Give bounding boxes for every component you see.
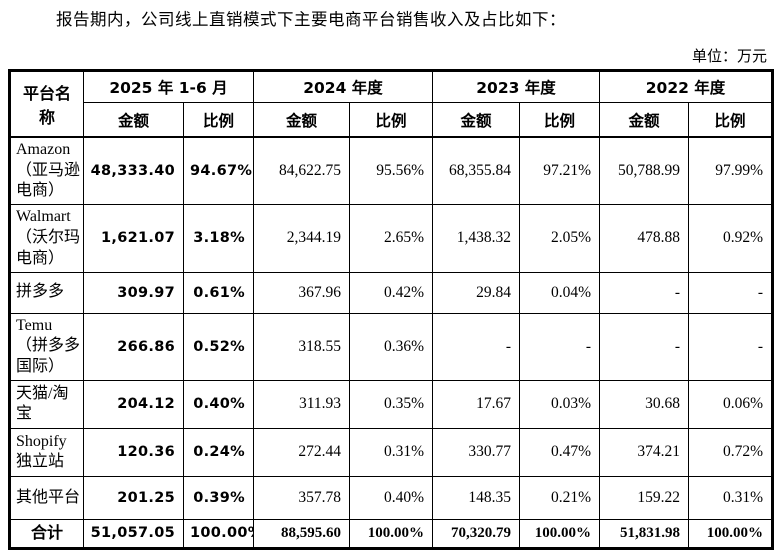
ratio-2022: - bbox=[688, 312, 774, 381]
amount-2024: 367.96 bbox=[253, 271, 350, 314]
platform-sales-table: 平台名称 2025 年 1-6 月 2024 年度 2023 年度 2022 年… bbox=[8, 69, 775, 550]
table-row-total: 合计 51,057.05 100.00% 88,595.60 100.00% 7… bbox=[9, 518, 774, 549]
ratio-2025: 0.24% bbox=[183, 427, 254, 477]
header-amount-2022: 金额 bbox=[599, 102, 690, 138]
header-period-2022: 2022 年度 bbox=[599, 70, 774, 104]
header-ratio-2025: 比例 bbox=[183, 102, 254, 138]
amount-2023: 68,355.84 bbox=[432, 136, 521, 206]
platform-name: 拼多多 bbox=[9, 271, 84, 314]
total-ratio-2023: 100.00% bbox=[519, 518, 601, 549]
ratio-2024: 0.35% bbox=[348, 379, 434, 429]
ratio-2022: - bbox=[688, 271, 774, 314]
platform-name: Shopify独立站 bbox=[9, 427, 84, 477]
amount-2022: 159.22 bbox=[599, 475, 690, 520]
total-amount-2023: 70,320.79 bbox=[432, 518, 521, 549]
unit-label: 单位：万元 bbox=[691, 49, 767, 66]
amount-2024: 318.55 bbox=[253, 312, 350, 381]
total-amount-2022: 51,831.98 bbox=[599, 518, 690, 549]
total-amount-2025: 51,057.05 bbox=[83, 518, 184, 549]
ratio-2024: 0.42% bbox=[348, 271, 434, 314]
table-row-other: 其他平台 201.25 0.39% 357.78 0.40% 148.35 0.… bbox=[9, 475, 774, 520]
ratio-2022: 0.31% bbox=[688, 475, 774, 520]
ratio-2025: 0.39% bbox=[183, 475, 254, 520]
amount-2023: - bbox=[432, 312, 521, 381]
ratio-2023: 0.04% bbox=[519, 271, 601, 314]
ratio-2022: 0.06% bbox=[688, 379, 774, 429]
amount-2025: 48,333.40 bbox=[83, 136, 184, 206]
amount-2022: 30.68 bbox=[599, 379, 690, 429]
amount-2025: 201.25 bbox=[83, 475, 184, 520]
amount-2023: 148.35 bbox=[432, 475, 521, 520]
table-row-temu: Temu（拼多多国际） 266.86 0.52% 318.55 0.36% - … bbox=[9, 312, 774, 381]
table-row-pinduoduo: 拼多多 309.97 0.61% 367.96 0.42% 29.84 0.04… bbox=[9, 271, 774, 314]
platform-name: 天猫/淘宝 bbox=[9, 379, 84, 429]
ratio-2024: 2.65% bbox=[348, 204, 434, 273]
ratio-2025: 0.40% bbox=[183, 379, 254, 429]
total-ratio-2024: 100.00% bbox=[348, 518, 434, 549]
total-label: 合计 bbox=[9, 518, 84, 549]
ratio-2023: 97.21% bbox=[519, 136, 601, 206]
ratio-2025: 3.18% bbox=[183, 204, 254, 273]
header-period-2025: 2025 年 1-6 月 bbox=[83, 70, 254, 104]
amount-2023: 1,438.32 bbox=[432, 204, 521, 273]
ratio-2025: 94.67% bbox=[183, 136, 254, 206]
amount-2025: 204.12 bbox=[83, 379, 184, 429]
amount-2022: - bbox=[599, 312, 690, 381]
amount-2022: 374.21 bbox=[599, 427, 690, 477]
header-platform: 平台名称 bbox=[9, 70, 84, 138]
amount-2024: 272.44 bbox=[253, 427, 350, 477]
table-row-shopify: Shopify独立站 120.36 0.24% 272.44 0.31% 330… bbox=[9, 427, 774, 477]
header-period-2024: 2024 年度 bbox=[252, 70, 434, 104]
total-amount-2024: 88,595.60 bbox=[253, 518, 350, 549]
header-period-2023: 2023 年度 bbox=[432, 70, 601, 104]
platform-name: Temu（拼多多国际） bbox=[9, 312, 84, 381]
amount-2025: 1,621.07 bbox=[83, 204, 184, 273]
ratio-2023: - bbox=[519, 312, 601, 381]
ratio-2024: 0.31% bbox=[348, 427, 434, 477]
amount-2022: - bbox=[599, 271, 690, 314]
amount-2024: 311.93 bbox=[253, 379, 350, 429]
ratio-2024: 95.56% bbox=[348, 136, 434, 206]
amount-2022: 50,788.99 bbox=[599, 136, 690, 206]
ratio-2023: 0.47% bbox=[519, 427, 601, 477]
header-amount-2025: 金额 bbox=[83, 102, 184, 138]
header-sub-row: 金额 比例 金额 比例 金额 比例 金额 比例 bbox=[10, 102, 774, 138]
ratio-2023: 2.05% bbox=[519, 204, 601, 273]
ratio-2022: 0.72% bbox=[688, 427, 774, 477]
amount-2024: 2,344.19 bbox=[253, 204, 350, 273]
header-ratio-2023: 比例 bbox=[519, 102, 601, 138]
ratio-2024: 0.40% bbox=[348, 475, 434, 520]
amount-2025: 120.36 bbox=[83, 427, 184, 477]
ratio-2023: 0.21% bbox=[519, 475, 601, 520]
table-row-amazon: Amazon（亚马逊电商） 48,333.40 94.67% 84,622.75… bbox=[9, 136, 774, 206]
ratio-2024: 0.36% bbox=[348, 312, 434, 381]
total-ratio-2022: 100.00% bbox=[688, 518, 774, 549]
amount-2023: 330.77 bbox=[432, 427, 521, 477]
amount-2025: 266.86 bbox=[83, 312, 184, 381]
ratio-2022: 0.92% bbox=[688, 204, 774, 273]
amount-2023: 17.67 bbox=[432, 379, 521, 429]
header-period-row: 平台名称 2025 年 1-6 月 2024 年度 2023 年度 2022 年… bbox=[9, 70, 774, 138]
header-ratio-2024: 比例 bbox=[348, 102, 434, 138]
header-amount-2024: 金额 bbox=[253, 102, 350, 138]
platform-name: 其他平台 bbox=[9, 475, 84, 520]
amount-2023: 29.84 bbox=[432, 271, 521, 314]
amount-2024: 357.78 bbox=[253, 475, 350, 520]
platform-name: Amazon（亚马逊电商） bbox=[9, 136, 84, 206]
ratio-2025: 0.61% bbox=[183, 271, 254, 314]
ratio-2025: 0.52% bbox=[183, 312, 254, 381]
amount-2022: 478.88 bbox=[599, 204, 690, 273]
platform-name: Walmart（沃尔玛电商） bbox=[9, 204, 84, 273]
amount-2025: 309.97 bbox=[83, 271, 184, 314]
total-ratio-2025: 100.00% bbox=[183, 518, 254, 549]
ratio-2023: 0.03% bbox=[519, 379, 601, 429]
intro-paragraph: 报告期内，公司线上直销模式下主要电商平台销售收入及占比如下： bbox=[56, 10, 566, 29]
ratio-2022: 97.99% bbox=[688, 136, 774, 206]
header-ratio-2022: 比例 bbox=[688, 102, 774, 138]
header-amount-2023: 金额 bbox=[432, 102, 521, 138]
amount-2024: 84,622.75 bbox=[253, 136, 350, 206]
table-row-tmall-taobao: 天猫/淘宝 204.12 0.40% 311.93 0.35% 17.67 0.… bbox=[9, 379, 774, 429]
table-row-walmart: Walmart（沃尔玛电商） 1,621.07 3.18% 2,344.19 2… bbox=[9, 204, 774, 273]
